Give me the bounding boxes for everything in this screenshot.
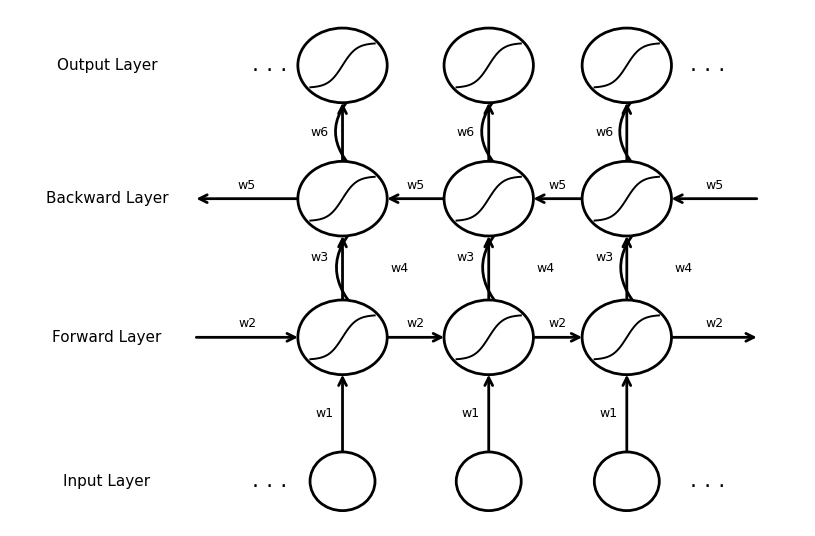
Text: w4: w4: [675, 262, 693, 274]
Text: Output Layer: Output Layer: [57, 58, 157, 73]
Ellipse shape: [594, 452, 659, 511]
Text: w1: w1: [600, 407, 618, 420]
Text: . . .: . . .: [690, 55, 725, 76]
Ellipse shape: [582, 161, 672, 236]
Text: Backward Layer: Backward Layer: [46, 191, 168, 206]
Ellipse shape: [582, 300, 672, 375]
Ellipse shape: [456, 452, 522, 511]
Ellipse shape: [310, 452, 375, 511]
Text: . . .: . . .: [252, 471, 287, 492]
Ellipse shape: [444, 300, 533, 375]
Text: w6: w6: [595, 125, 613, 138]
Text: w5: w5: [238, 179, 256, 192]
Ellipse shape: [297, 300, 387, 375]
Text: w4: w4: [536, 262, 555, 274]
Ellipse shape: [444, 161, 533, 236]
Ellipse shape: [444, 28, 533, 103]
Text: w6: w6: [457, 125, 475, 138]
Ellipse shape: [582, 28, 672, 103]
Text: w2: w2: [705, 317, 723, 331]
Text: w3: w3: [595, 251, 613, 264]
Text: w2: w2: [238, 317, 256, 331]
Text: w3: w3: [457, 251, 475, 264]
Text: w2: w2: [407, 317, 425, 331]
Ellipse shape: [297, 28, 387, 103]
Ellipse shape: [297, 161, 387, 236]
Text: w2: w2: [548, 317, 566, 331]
Text: . . .: . . .: [690, 471, 725, 492]
Text: Forward Layer: Forward Layer: [52, 330, 161, 345]
Text: w6: w6: [311, 125, 328, 138]
Text: Input Layer: Input Layer: [64, 474, 151, 489]
Text: w4: w4: [390, 262, 408, 274]
Text: w5: w5: [407, 179, 425, 192]
Text: w5: w5: [548, 179, 567, 192]
Text: w1: w1: [462, 407, 480, 420]
Text: w1: w1: [315, 407, 333, 420]
Text: w5: w5: [705, 179, 723, 192]
Text: . . .: . . .: [252, 55, 287, 76]
Text: w3: w3: [311, 251, 328, 264]
